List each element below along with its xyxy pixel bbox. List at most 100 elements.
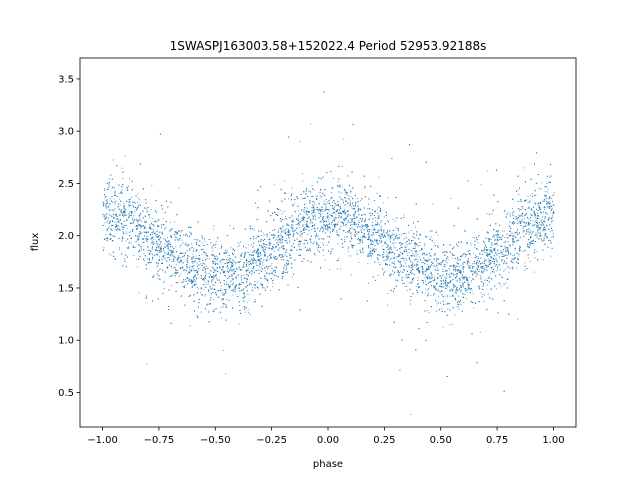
data-point xyxy=(232,294,234,296)
data-point xyxy=(175,264,177,266)
data-point xyxy=(386,251,387,253)
data-point xyxy=(424,245,426,247)
data-point xyxy=(207,283,209,285)
data-point xyxy=(327,216,329,218)
data-point xyxy=(330,227,332,229)
data-point xyxy=(540,209,542,211)
data-point xyxy=(302,173,303,174)
data-point xyxy=(142,216,144,218)
data-point xyxy=(399,263,401,265)
data-point xyxy=(506,279,508,280)
data-point xyxy=(482,251,484,253)
data-point xyxy=(359,240,361,242)
data-point xyxy=(320,188,322,190)
data-point xyxy=(415,226,416,228)
data-point xyxy=(472,237,474,238)
data-point xyxy=(537,227,539,229)
data-point xyxy=(369,213,371,215)
data-point xyxy=(522,212,524,214)
data-point xyxy=(305,212,307,214)
data-point xyxy=(458,308,460,310)
data-point xyxy=(317,227,319,229)
data-point xyxy=(370,252,372,254)
data-point xyxy=(435,284,437,285)
data-point xyxy=(177,256,179,258)
data-point xyxy=(372,221,373,223)
data-point xyxy=(228,258,230,260)
data-point xyxy=(517,318,519,320)
data-point xyxy=(376,192,378,194)
data-point xyxy=(371,247,373,249)
data-point xyxy=(329,217,331,219)
data-point xyxy=(526,229,528,231)
data-point xyxy=(188,256,190,258)
data-point xyxy=(201,242,203,244)
data-point xyxy=(364,220,366,222)
data-point xyxy=(408,231,410,233)
data-point xyxy=(362,252,364,254)
data-point xyxy=(295,224,297,225)
data-point xyxy=(162,218,164,220)
data-point xyxy=(497,233,498,235)
data-point xyxy=(490,239,492,241)
data-point xyxy=(234,263,236,265)
data-point xyxy=(176,270,178,271)
data-point xyxy=(219,261,221,263)
data-point xyxy=(107,201,109,203)
data-point xyxy=(493,258,495,259)
data-point xyxy=(264,246,265,247)
data-point xyxy=(378,243,380,245)
data-point xyxy=(121,189,123,191)
data-point xyxy=(533,224,535,226)
data-point xyxy=(110,254,112,256)
data-point xyxy=(154,232,156,234)
data-point xyxy=(329,204,331,206)
data-point xyxy=(252,257,254,259)
data-point xyxy=(411,282,412,284)
data-point xyxy=(347,221,349,222)
data-point xyxy=(231,268,233,270)
data-point xyxy=(493,247,495,249)
data-point xyxy=(151,253,153,255)
data-point xyxy=(287,242,288,244)
data-point xyxy=(327,200,329,202)
data-point xyxy=(477,256,479,257)
data-point xyxy=(242,266,244,268)
data-point xyxy=(196,258,198,260)
data-point xyxy=(454,291,456,293)
data-point xyxy=(400,261,402,263)
data-point xyxy=(358,219,360,221)
data-point xyxy=(233,261,235,263)
data-point xyxy=(407,254,409,256)
data-point xyxy=(129,212,130,214)
data-point xyxy=(369,247,371,249)
data-point xyxy=(224,270,226,272)
data-point xyxy=(480,271,482,273)
data-point xyxy=(494,238,496,240)
data-point xyxy=(350,199,352,201)
data-point xyxy=(469,254,471,256)
data-point xyxy=(184,243,186,245)
data-point xyxy=(399,266,401,268)
data-point xyxy=(108,222,110,224)
data-point xyxy=(544,200,546,202)
data-point xyxy=(464,229,466,231)
data-point xyxy=(204,241,206,243)
data-point xyxy=(362,239,363,241)
data-point xyxy=(440,280,442,282)
data-point xyxy=(410,229,412,231)
data-point xyxy=(246,301,248,303)
data-point xyxy=(250,258,252,260)
data-point xyxy=(181,259,183,261)
data-point xyxy=(161,231,163,233)
data-point xyxy=(446,262,448,264)
data-point xyxy=(133,255,135,257)
data-point xyxy=(429,230,431,232)
data-point xyxy=(179,266,181,268)
data-point xyxy=(158,256,160,258)
data-point xyxy=(305,229,307,231)
data-point xyxy=(280,256,282,258)
data-point xyxy=(446,303,448,305)
data-point xyxy=(285,268,287,270)
